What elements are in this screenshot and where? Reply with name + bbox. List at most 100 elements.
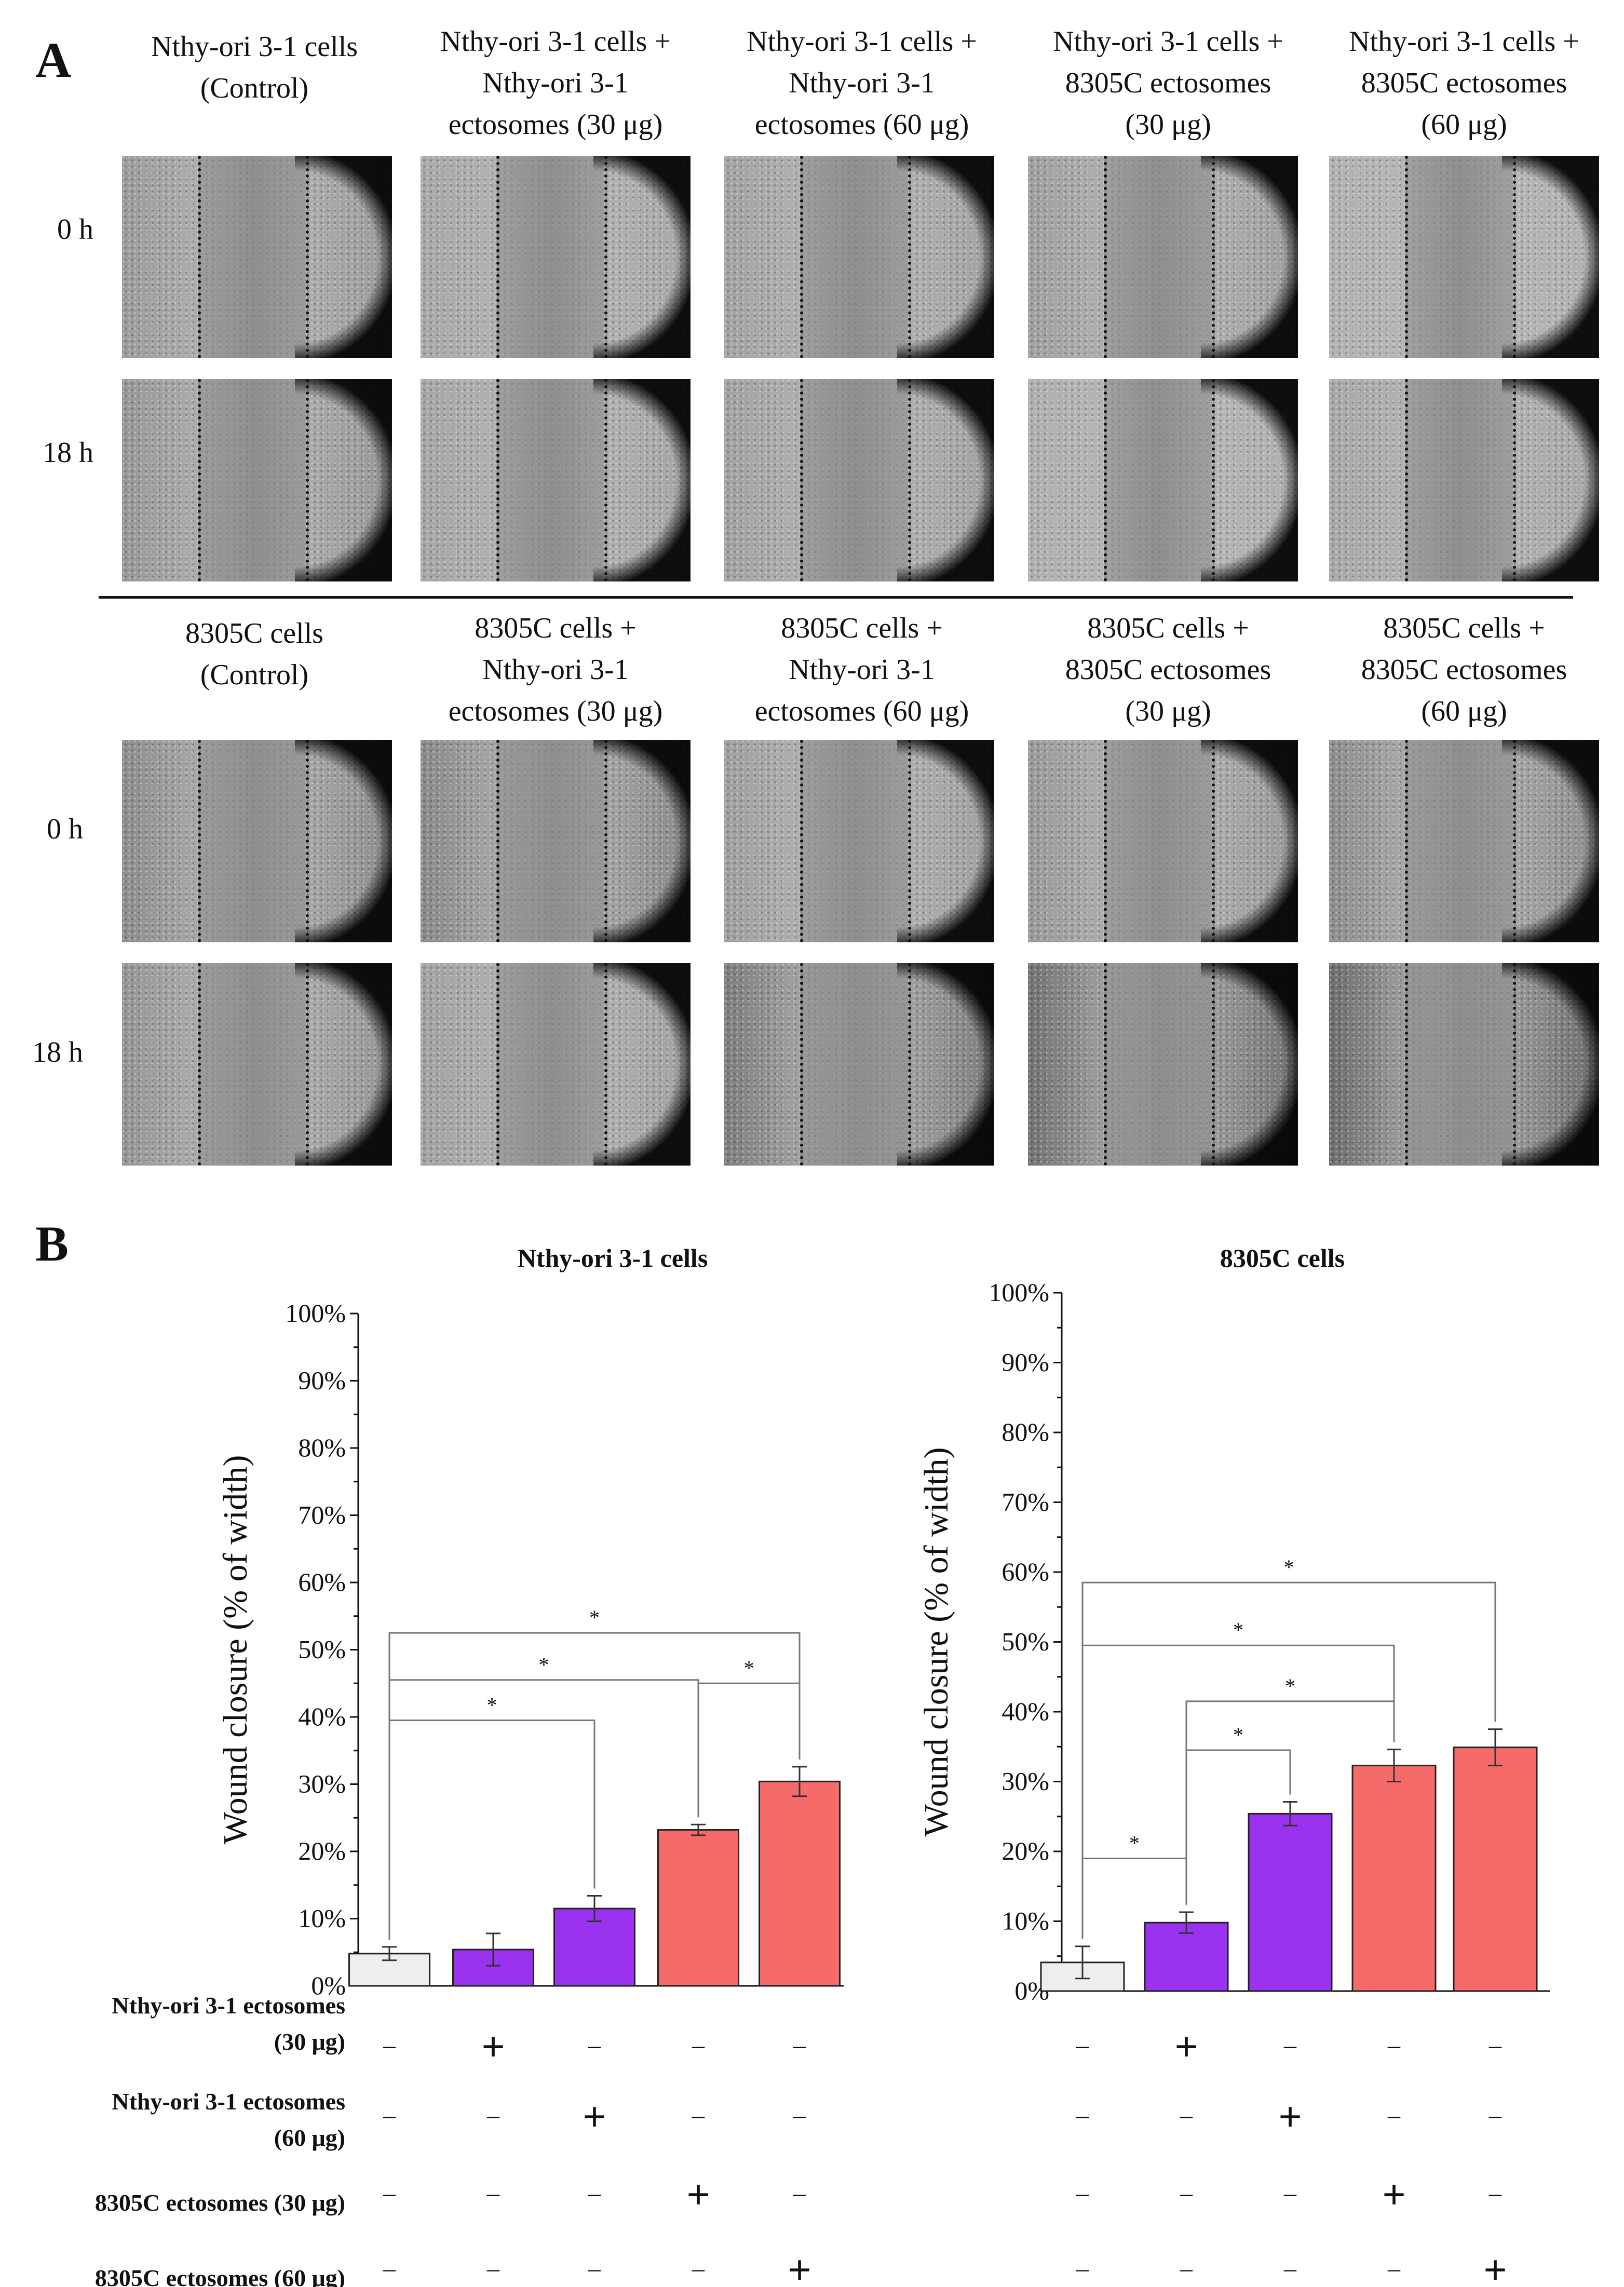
c8305-column-header-line: 8305C cells xyxy=(185,617,323,649)
treatment-minus: – xyxy=(692,2032,705,2059)
c8305-column-header-line: 8305C cells + xyxy=(1383,612,1545,644)
micrograph-tile-r3-c0 xyxy=(122,963,392,1166)
nthy-column-header-line: (Control) xyxy=(200,72,309,104)
micrograph-tile-r1-c2 xyxy=(724,379,994,581)
treatment-minus: – xyxy=(383,2255,396,2282)
wound-edge-line xyxy=(1512,963,1516,1166)
wound-edge-line xyxy=(800,963,803,1166)
wound-edge-line xyxy=(604,156,607,358)
micrograph-tile-r1-c0 xyxy=(122,379,392,581)
y-tick-label: 40% xyxy=(298,1702,346,1731)
treatment-minus: – xyxy=(1387,2255,1401,2282)
treatment-minus: – xyxy=(1180,2180,1193,2207)
row-label-18h-bottom: 18 h xyxy=(32,1036,83,1068)
y-tick-label: 90% xyxy=(298,1366,346,1395)
wound-edge-line xyxy=(908,156,911,358)
c8305-column-header-line: (30 μg) xyxy=(1125,695,1211,727)
wound-edge-line xyxy=(1103,156,1107,358)
treatment-minus: – xyxy=(383,2102,396,2129)
treatment-minus: – xyxy=(1076,2102,1089,2129)
c8305-column-header-0: 8305C cells (Control) xyxy=(114,613,395,696)
panel-a-divider xyxy=(99,596,1573,599)
row-label-0h-bottom: 0 h xyxy=(47,813,83,845)
nthy-column-header-line: 8305C ectosomes xyxy=(1065,67,1271,99)
wound-edge-line xyxy=(305,740,309,942)
y-tick-label: 60% xyxy=(1002,1557,1049,1586)
treatment-minus: – xyxy=(1488,2032,1502,2059)
nthy-column-header-3: Nthy-ori 3-1 cells + 8305C ectosomes (30 μ… xyxy=(1028,21,1308,145)
wound-edge-line xyxy=(305,156,309,358)
treatment-minus: – xyxy=(793,2102,806,2129)
treatment-plus: + xyxy=(583,2094,606,2140)
micrograph-tile-r0-c1 xyxy=(421,156,691,358)
treatment-minus: – xyxy=(1076,2032,1089,2059)
y-tick-label: 40% xyxy=(1002,1697,1049,1726)
bar-c8305 xyxy=(759,1780,841,1987)
micrograph-tile-r1-c1 xyxy=(421,379,691,581)
treatment-label: 8305C ectosomes (60 μg) xyxy=(95,2265,345,2287)
nthy-column-header-line: ectosomes (30 μg) xyxy=(448,109,663,141)
micrograph-tile-r3-c4 xyxy=(1329,963,1599,1166)
significance-star: * xyxy=(1233,1723,1243,1747)
y-axis-label: Wound closure (% of width) xyxy=(216,1455,254,1845)
y-tick-label: 80% xyxy=(298,1433,346,1462)
nthy-column-header-line: Nthy-ori 3-1 xyxy=(482,67,629,99)
significance-bracket xyxy=(1081,1644,1395,1939)
wound-edge-line xyxy=(496,740,499,942)
micrograph-tile-r0-c4 xyxy=(1329,156,1599,358)
significance-star: * xyxy=(1233,1618,1243,1642)
bar-c8305 xyxy=(1453,1747,1538,1992)
micrograph-tile-r2-c4 xyxy=(1329,740,1599,942)
significance-bracket xyxy=(1185,1749,1291,1905)
c8305-column-header-line: (60 μg) xyxy=(1421,695,1507,727)
significance-star: * xyxy=(1129,1831,1140,1855)
c8305-column-header-line: Nthy-ori 3-1 xyxy=(789,654,935,686)
wound-edge-line xyxy=(1404,379,1408,581)
wound-edge-line xyxy=(1211,740,1215,942)
micrograph-tile-r2-c3 xyxy=(1028,740,1298,942)
treatment-minus: – xyxy=(1283,2180,1297,2207)
bar-c8305 xyxy=(657,1829,739,1987)
nthy-column-header-0: Nthy-ori 3-1 cells (Control) xyxy=(114,26,395,109)
bar-c8305 xyxy=(1351,1765,1437,1992)
c8305-column-header-line: 8305C cells + xyxy=(1087,612,1249,644)
nthy-column-header-line: Nthy-ori 3-1 xyxy=(789,67,935,99)
y-tick-label: 10% xyxy=(1002,1906,1049,1936)
chart-title: 8305C cells xyxy=(1220,1243,1345,1273)
wound-edge-line xyxy=(1404,156,1408,358)
treatment-minus: – xyxy=(486,2180,500,2207)
wound-edge-line xyxy=(1211,963,1215,1166)
micrograph-tile-r2-c2 xyxy=(724,740,994,942)
nthy-column-header-line: Nthy-ori 3-1 cells + xyxy=(1053,25,1283,58)
treatment-plus: + xyxy=(1382,2172,1406,2218)
c8305-column-header-line: 8305C ectosomes xyxy=(1361,654,1567,686)
wound-edge-line xyxy=(197,379,201,581)
nthy-column-header-line: (60 μg) xyxy=(1421,109,1507,141)
treatment-minus: – xyxy=(1488,2102,1502,2129)
c8305-column-header-line: 8305C cells + xyxy=(475,612,637,644)
nthy-column-header-line: 8305C ectosomes xyxy=(1361,67,1567,99)
treatment-label: (30 μg) xyxy=(274,2028,345,2055)
treatment-minus: – xyxy=(692,2255,705,2282)
y-tick-label: 100% xyxy=(989,1278,1049,1307)
y-tick-label: 10% xyxy=(298,1904,346,1933)
c8305-column-header-line: Nthy-ori 3-1 xyxy=(482,654,629,686)
chart-title: Nthy-ori 3-1 cells xyxy=(518,1243,708,1273)
significance-star: * xyxy=(589,1606,600,1629)
nthy-column-header-line: ectosomes (60 μg) xyxy=(754,109,969,141)
micrograph-tile-r3-c3 xyxy=(1028,963,1298,1166)
y-tick-label: 50% xyxy=(1002,1627,1049,1656)
treatment-label: Nthy-ori 3-1 ectosomes xyxy=(112,2088,345,2115)
nthy-column-header-line: Nthy-ori 3-1 cells + xyxy=(1349,25,1579,58)
wound-edge-line xyxy=(800,156,803,358)
treatment-minus: – xyxy=(588,2180,601,2207)
wound-edge-line xyxy=(1211,379,1215,581)
treatment-label: Nthy-ori 3-1 ectosomes xyxy=(112,1992,345,2019)
micrograph-tile-r3-c2 xyxy=(724,963,994,1166)
treatment-minus: – xyxy=(793,2032,806,2059)
bar-nthy xyxy=(1144,1921,1229,1992)
micrograph-tile-r1-c4 xyxy=(1329,379,1599,581)
nthy-column-header-line: Nthy-ori 3-1 cells + xyxy=(747,25,977,58)
c8305-column-header-line: 8305C cells + xyxy=(781,612,943,644)
